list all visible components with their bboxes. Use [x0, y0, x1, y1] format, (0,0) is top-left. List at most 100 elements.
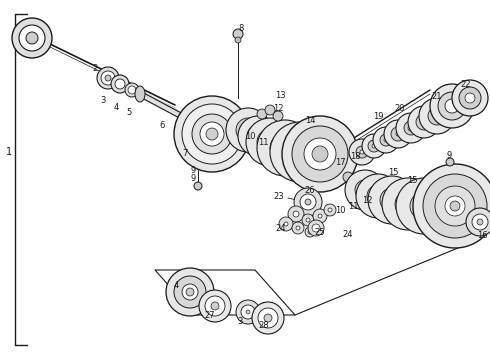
Circle shape: [19, 25, 45, 51]
Circle shape: [305, 199, 311, 205]
Circle shape: [264, 136, 276, 148]
Text: 13: 13: [275, 90, 285, 99]
Circle shape: [368, 176, 416, 224]
Circle shape: [308, 220, 324, 236]
Circle shape: [465, 93, 475, 103]
Circle shape: [434, 113, 440, 119]
Text: 12: 12: [362, 195, 372, 204]
Circle shape: [241, 305, 255, 319]
Text: 6: 6: [159, 121, 165, 130]
Circle shape: [373, 127, 399, 153]
Circle shape: [293, 145, 307, 159]
Circle shape: [416, 114, 432, 130]
Circle shape: [236, 300, 260, 324]
Circle shape: [257, 120, 313, 176]
Circle shape: [418, 200, 430, 212]
Circle shape: [408, 125, 414, 131]
Circle shape: [270, 122, 330, 182]
Circle shape: [243, 125, 253, 135]
Circle shape: [423, 174, 487, 238]
Circle shape: [313, 209, 327, 223]
Circle shape: [235, 37, 241, 43]
Circle shape: [413, 164, 490, 248]
Circle shape: [472, 214, 488, 230]
Circle shape: [395, 191, 421, 217]
Circle shape: [372, 144, 376, 148]
Circle shape: [396, 113, 426, 143]
Circle shape: [438, 92, 466, 120]
Circle shape: [328, 208, 332, 212]
Circle shape: [382, 178, 434, 230]
Text: 9: 9: [191, 166, 196, 175]
Circle shape: [445, 196, 465, 216]
Circle shape: [273, 111, 283, 121]
Circle shape: [343, 172, 353, 182]
Circle shape: [312, 224, 320, 232]
Text: 7: 7: [182, 149, 188, 158]
Circle shape: [356, 174, 400, 218]
Ellipse shape: [135, 86, 145, 102]
Text: 28: 28: [259, 321, 270, 330]
Circle shape: [362, 134, 386, 158]
Circle shape: [12, 18, 52, 58]
Circle shape: [166, 268, 214, 316]
Circle shape: [128, 86, 136, 94]
Circle shape: [236, 118, 260, 142]
Circle shape: [279, 217, 293, 231]
Circle shape: [404, 121, 418, 135]
Circle shape: [205, 296, 225, 316]
Circle shape: [374, 192, 382, 200]
Text: 11: 11: [348, 202, 358, 211]
Circle shape: [308, 230, 312, 234]
Text: 10: 10: [335, 206, 345, 215]
Circle shape: [226, 108, 270, 152]
Circle shape: [246, 118, 294, 166]
Circle shape: [182, 284, 198, 300]
Circle shape: [284, 136, 316, 168]
Circle shape: [211, 302, 219, 310]
Circle shape: [270, 133, 300, 163]
Circle shape: [257, 129, 283, 155]
Circle shape: [445, 99, 459, 113]
Circle shape: [355, 180, 375, 200]
Circle shape: [345, 170, 385, 210]
Text: 23: 23: [274, 192, 284, 201]
Circle shape: [111, 75, 129, 93]
Circle shape: [408, 106, 440, 138]
Circle shape: [206, 128, 218, 140]
Circle shape: [292, 126, 348, 182]
Circle shape: [294, 188, 322, 216]
Circle shape: [258, 308, 278, 328]
Circle shape: [384, 120, 412, 148]
Circle shape: [435, 186, 475, 226]
Circle shape: [380, 134, 392, 146]
Circle shape: [452, 80, 488, 116]
Circle shape: [450, 201, 460, 211]
Text: 24: 24: [276, 224, 286, 233]
Text: 27: 27: [205, 311, 215, 320]
Circle shape: [396, 178, 452, 234]
Circle shape: [125, 83, 139, 97]
Circle shape: [194, 182, 202, 190]
Text: 14: 14: [305, 116, 315, 125]
Text: 3: 3: [100, 95, 106, 104]
Text: 18: 18: [350, 152, 360, 161]
Text: 4: 4: [113, 103, 119, 112]
Circle shape: [380, 188, 404, 212]
Circle shape: [410, 192, 438, 220]
Circle shape: [192, 114, 232, 154]
Circle shape: [368, 140, 380, 152]
Circle shape: [174, 96, 250, 172]
Circle shape: [247, 125, 269, 147]
Circle shape: [296, 226, 300, 230]
Text: 25: 25: [315, 228, 325, 237]
Circle shape: [264, 314, 272, 322]
Circle shape: [246, 310, 250, 314]
Circle shape: [278, 141, 292, 155]
Circle shape: [200, 122, 224, 146]
Circle shape: [288, 206, 304, 222]
Text: 5: 5: [126, 108, 132, 117]
Circle shape: [318, 214, 322, 218]
Text: 10: 10: [245, 131, 255, 140]
Circle shape: [199, 290, 231, 322]
